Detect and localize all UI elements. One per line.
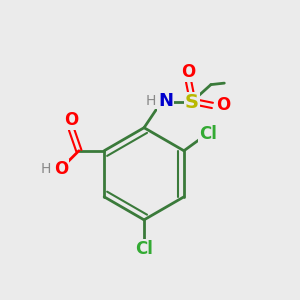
Text: O: O <box>182 63 196 81</box>
Text: H: H <box>146 94 156 108</box>
Text: H: H <box>41 162 51 176</box>
Text: S: S <box>184 93 199 112</box>
Text: O: O <box>54 160 68 178</box>
Text: O: O <box>64 111 79 129</box>
Text: N: N <box>158 92 173 110</box>
Text: Cl: Cl <box>199 125 217 143</box>
Text: Cl: Cl <box>135 240 153 258</box>
Text: O: O <box>216 96 230 114</box>
